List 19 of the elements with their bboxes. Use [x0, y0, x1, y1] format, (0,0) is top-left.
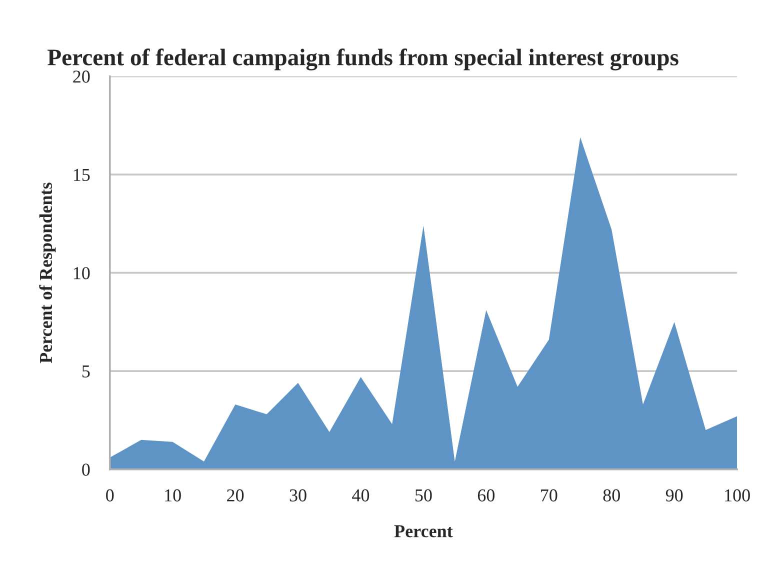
x-tick-label: 20 — [227, 489, 244, 502]
x-tick-label: 90 — [666, 489, 683, 502]
y-tick-label: 0 — [82, 464, 90, 476]
x-tick-label: 80 — [603, 489, 620, 502]
x-tick-label: 100 — [725, 489, 750, 502]
y-tick-label: 10 — [74, 267, 90, 280]
x-tick-label: 30 — [290, 489, 306, 502]
x-tick-label: 10 — [165, 489, 181, 502]
x-tick-label: 0 — [106, 489, 114, 502]
y-tick-label: 5 — [82, 366, 90, 378]
x-tick-label: 50 — [415, 489, 432, 502]
x-axis-title: Percent — [394, 525, 453, 538]
y-tick-label: 20 — [73, 70, 90, 83]
chart-title: Percent of federal campaign funds from special interest groups — [48, 48, 678, 70]
x-tick-label: 60 — [478, 489, 495, 502]
y-tick-label: 15 — [74, 168, 90, 181]
y-axis-title: Percent of Respondents — [39, 182, 56, 364]
x-tick-label: 70 — [541, 489, 558, 502]
x-tick-label: 40 — [352, 489, 370, 502]
